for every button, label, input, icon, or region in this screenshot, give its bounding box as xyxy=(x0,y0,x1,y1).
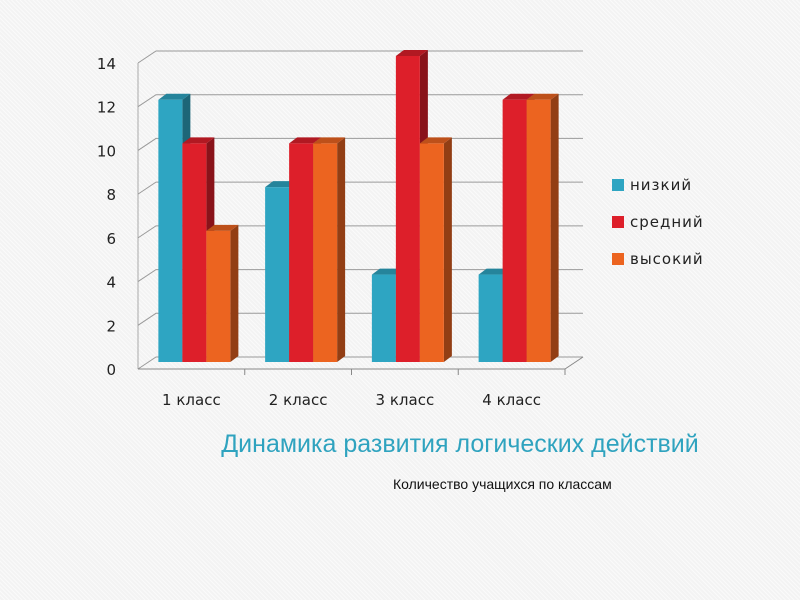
bar-front xyxy=(265,187,290,362)
bar-высокий xyxy=(206,224,239,362)
bar-top xyxy=(313,137,346,144)
bar-front xyxy=(289,143,314,362)
bar-front xyxy=(502,99,527,362)
bar-top xyxy=(502,93,535,100)
bar-side xyxy=(230,224,239,362)
y-tick-label: 12 xyxy=(97,99,116,117)
bar-top xyxy=(158,93,191,100)
bar-top xyxy=(289,137,322,144)
bar-front xyxy=(206,230,231,362)
gridline xyxy=(137,94,583,108)
bar-side xyxy=(550,93,559,362)
bar-top xyxy=(526,93,559,100)
legend-label: высокий xyxy=(630,250,704,268)
y-tick-label: 2 xyxy=(106,317,116,335)
y-tick-label: 8 xyxy=(106,186,116,204)
gridline xyxy=(137,50,583,64)
bar-top xyxy=(206,224,239,231)
bar-front xyxy=(371,274,396,362)
legend-swatch xyxy=(612,179,624,191)
x-tick-label: 1 класс xyxy=(162,391,221,409)
bar-высокий xyxy=(419,137,452,362)
bar-front xyxy=(313,143,338,362)
bar-front xyxy=(478,274,503,362)
floor-edge xyxy=(564,356,584,370)
legend-label: низкий xyxy=(630,176,692,194)
bar-front xyxy=(419,143,444,362)
bar-front xyxy=(395,56,420,362)
x-tick-label: 4 класс xyxy=(482,391,541,409)
y-tick-label: 10 xyxy=(97,142,116,160)
legend-swatch xyxy=(612,216,624,228)
bar-top xyxy=(395,50,428,56)
y-tick-label: 4 xyxy=(106,274,116,292)
bar-side xyxy=(443,137,452,362)
bar-front xyxy=(182,143,207,362)
y-tick-label: 6 xyxy=(106,230,116,248)
bar-высокий xyxy=(313,137,346,362)
y-tick-label: 14 xyxy=(97,55,116,73)
chart-title: Динамика развития логических действий xyxy=(221,430,699,458)
bar-top xyxy=(419,137,452,144)
x-tick-label: 3 класс xyxy=(376,391,435,409)
y-tick-label: 0 xyxy=(106,361,116,379)
x-tick-label: 2 класс xyxy=(269,391,328,409)
bar-side xyxy=(337,137,346,362)
bar-top xyxy=(182,137,215,144)
bar-высокий xyxy=(526,93,559,362)
bar-front xyxy=(526,99,551,362)
chart-subtitle: Количество учащихся по классам xyxy=(393,476,612,492)
legend-label: средний xyxy=(630,213,704,231)
legend-swatch xyxy=(612,253,624,265)
bar-front xyxy=(158,99,183,362)
